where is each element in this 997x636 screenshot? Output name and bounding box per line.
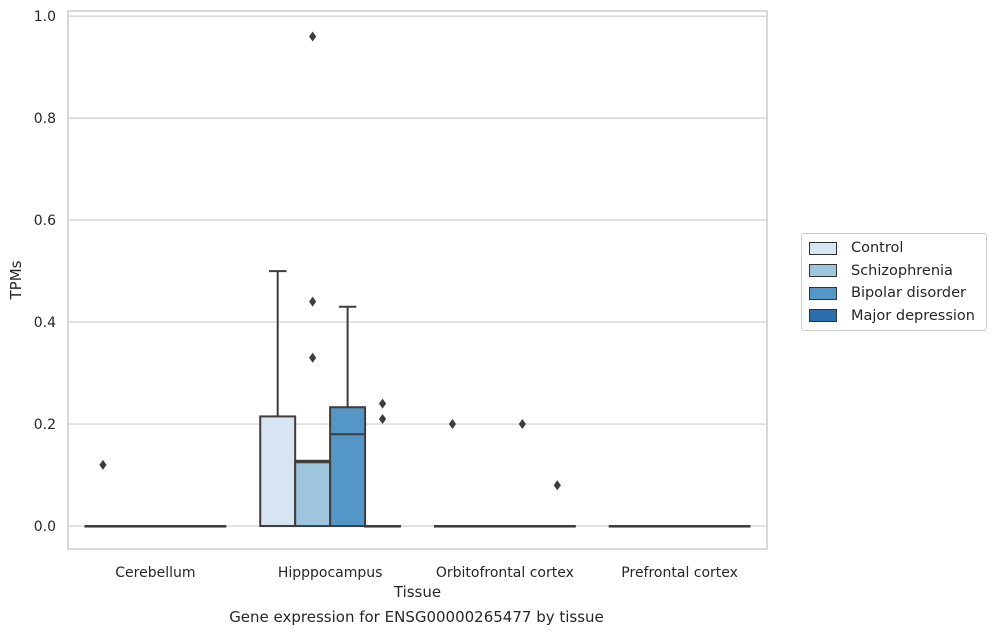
legend-item: Major depression — [802, 305, 986, 328]
x-axis-label: Tissue — [393, 583, 441, 601]
box-rect — [259, 415, 297, 528]
outlier-point — [99, 459, 107, 470]
box-major-depression — [364, 398, 402, 528]
y-tick-label: 0.0 — [34, 519, 56, 535]
box-bipolar-disorder — [154, 525, 192, 528]
box-major-depression — [713, 525, 751, 528]
box-bipolar-disorder — [678, 525, 716, 528]
y-tick-label: 0.4 — [34, 315, 56, 331]
gridlines — [68, 15, 767, 527]
box-control — [84, 459, 122, 528]
legend-label: Major depression — [851, 307, 975, 324]
legend-swatch — [809, 286, 837, 300]
plot-frame — [67, 10, 768, 550]
box-rect — [329, 406, 367, 528]
box-rect — [294, 459, 332, 528]
legend-label: Schizophrenia — [851, 262, 953, 279]
box-schizophrenia — [468, 525, 506, 528]
outlier-point — [309, 31, 317, 42]
y-tick-label: 1.0 — [34, 9, 56, 25]
y-tick-label: 0.2 — [34, 417, 56, 433]
outlier-point — [309, 352, 317, 363]
box-bipolar-disorder — [329, 305, 367, 528]
legend-swatch — [809, 309, 837, 323]
boxes — [84, 31, 751, 528]
outlier-point — [309, 296, 317, 307]
box-control — [433, 419, 471, 528]
box-bipolar-disorder — [503, 419, 541, 528]
legend-item: Bipolar disorder — [802, 282, 986, 305]
box-control — [608, 525, 646, 528]
box-major-depression — [538, 480, 576, 528]
x-tick-label: Cerebellum — [115, 565, 195, 581]
legend-swatch — [809, 264, 837, 278]
box-schizophrenia — [643, 525, 681, 528]
y-tick-label: 0.8 — [34, 111, 56, 127]
legend: Control Schizophrenia Bipolar disorder Majo… — [801, 233, 987, 331]
box-schizophrenia — [294, 31, 332, 528]
legend-item: Control — [802, 237, 986, 260]
outlier-point — [553, 480, 561, 491]
legend-label: Control — [851, 240, 904, 257]
outlier-point — [448, 419, 457, 430]
box-major-depression — [189, 525, 227, 528]
x-tick-label: Prefrontal cortex — [621, 565, 738, 581]
box-schizophrenia — [119, 525, 157, 528]
x-tick-label: Orbitofrontal cortex — [436, 565, 574, 581]
chart-caption: Gene expression for ENSG00000265477 by t… — [229, 608, 604, 626]
y-tick-label: 0.6 — [34, 213, 56, 229]
legend-label: Bipolar disorder — [851, 285, 966, 302]
outlier-point — [378, 398, 387, 409]
y-axis-label: TPMs — [7, 260, 25, 300]
outlier-point — [518, 419, 526, 430]
box-control — [259, 270, 297, 528]
outlier-point — [378, 413, 387, 424]
legend-swatch — [809, 241, 837, 255]
legend-item: Schizophrenia — [802, 260, 986, 283]
y-tick-labels: 0.0 0.2 0.4 0.6 0.8 1.0 — [34, 9, 56, 535]
x-tick-label: Hipppocampus — [278, 565, 383, 581]
x-tick-labels: Cerebellum Hipppocampus Orbitofrontal cort… — [115, 565, 738, 581]
